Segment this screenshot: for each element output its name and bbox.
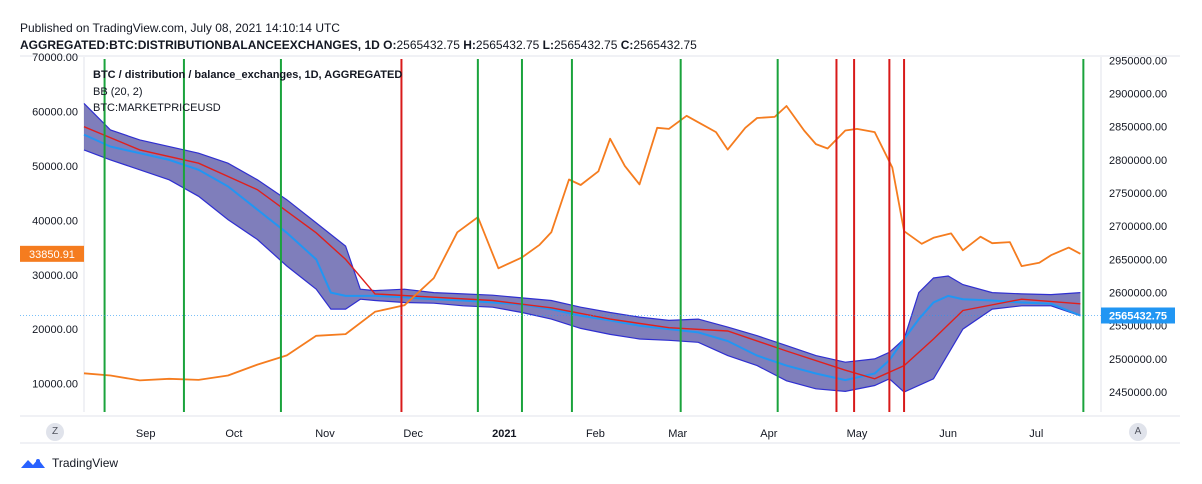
low-label: L: [542, 38, 554, 52]
right-tick-label: 2700000.00 [1109, 221, 1167, 233]
left-tick-label: 30000.00 [32, 270, 78, 282]
right-price-badge-label: 2565432.75 [1109, 310, 1167, 322]
x-tick-label: Mar [668, 428, 687, 440]
bb-lower-line [83, 149, 1081, 393]
right-tick-label: 2450000.00 [1109, 387, 1167, 399]
btc-price-line [83, 105, 1081, 382]
symbol-ohlc-line: AGGREGATED:BTC:DISTRIBUTIONBALANCEEXCHAN… [20, 38, 697, 52]
bb-band-fill [84, 103, 1081, 393]
close-value: 2565432.75 [633, 38, 697, 52]
left-tick-label: 50000.00 [32, 161, 78, 173]
x-tick-label: 2021 [492, 428, 516, 440]
brand-name: TradingView [52, 456, 119, 470]
low-value: 2565432.75 [553, 38, 618, 52]
tradingview-logo-icon [21, 459, 45, 468]
time-axis: Sep Oct Nov Dec 2021 Feb Mar Apr May Jun Jul [136, 428, 1043, 440]
balance-exchanges-line [83, 133, 1081, 382]
zoom-button[interactable]: Z [46, 423, 64, 441]
x-tick-label: Sep [136, 428, 156, 440]
bb-basis-line [83, 126, 1081, 380]
left-tick-label: 20000.00 [32, 324, 78, 336]
x-tick-label: Dec [403, 428, 423, 440]
right-price-badge [1101, 307, 1175, 324]
right-tick-label: 2600000.00 [1109, 288, 1167, 300]
high-value: 2565432.75 [475, 38, 540, 52]
auto-scale-button[interactable]: A [1129, 423, 1147, 441]
right-tick-label: 2650000.00 [1109, 254, 1167, 266]
legend-indicator[interactable]: BB (20, 2) [93, 86, 143, 98]
close-label: C: [620, 38, 634, 52]
x-tick-label: Jun [939, 428, 957, 440]
right-tick-label: 2950000.00 [1109, 55, 1167, 67]
open-label: O: [383, 38, 397, 52]
tradingview-brand[interactable]: TradingView [20, 456, 118, 470]
open-value: 2565432.75 [396, 38, 460, 52]
right-tick-label: 2800000.00 [1109, 155, 1167, 167]
right-tick-label: 2900000.00 [1109, 88, 1167, 100]
right-axis: 2950000.00 2900000.00 2850000.00 2800000.00… [1109, 55, 1167, 399]
right-tick-label: 2750000.00 [1109, 188, 1167, 200]
right-tick-label: 2550000.00 [1109, 321, 1167, 333]
left-tick-label: 60000.00 [32, 106, 78, 118]
legend-overlay[interactable]: BTC:MARKETPRICEUSD [93, 102, 221, 114]
bb-upper-line [83, 102, 1081, 363]
x-tick-label: Feb [586, 428, 605, 440]
left-tick-label: 40000.00 [32, 215, 78, 227]
right-tick-label: 2850000.00 [1109, 122, 1167, 134]
left-tick-label: 10000.00 [32, 379, 78, 391]
legend-series[interactable]: BTC / distribution / balance_exchanges, … [93, 69, 403, 81]
right-tick-label: 2500000.00 [1109, 354, 1167, 366]
left-price-badge-label: 33850.91 [29, 249, 75, 261]
high-label: H: [463, 38, 476, 52]
left-tick-label: 70000.00 [32, 52, 78, 64]
published-info: Published on TradingView.com, July 08, 2… [20, 21, 340, 35]
x-tick-label: Jul [1029, 428, 1043, 440]
x-tick-label: Apr [760, 428, 777, 440]
left-price-badge [20, 245, 84, 262]
symbol-name[interactable]: AGGREGATED:BTC:DISTRIBUTIONBALANCEEXCHAN… [20, 38, 380, 52]
left-axis: 70000.00 60000.00 50000.00 40000.00 30000.00… [32, 52, 78, 391]
plot-area: 2565432.75 33850.91 [20, 59, 1175, 412]
x-tick-label: Nov [315, 428, 335, 440]
x-tick-label: May [847, 428, 868, 440]
x-tick-label: Oct [225, 428, 242, 440]
